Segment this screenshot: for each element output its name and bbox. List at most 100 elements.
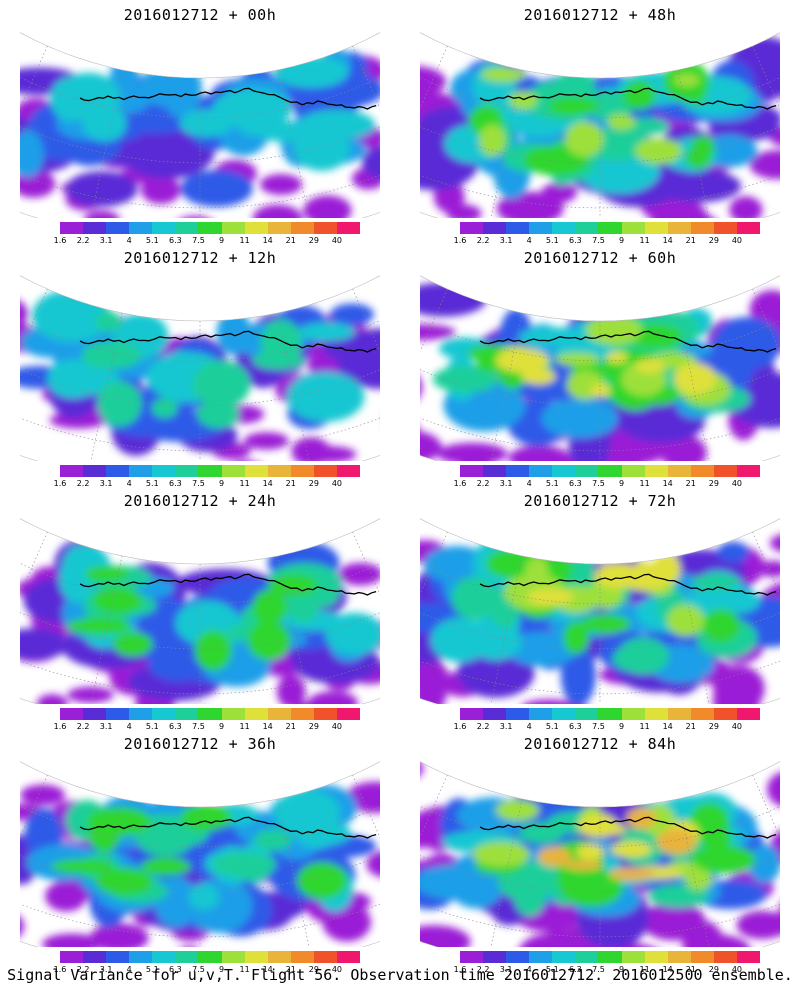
colorbar-tick-label: 9 bbox=[218, 479, 225, 488]
colorbar-tick-label: 3.1 bbox=[99, 965, 113, 974]
colorbar-swatch bbox=[506, 465, 530, 477]
colorbar-tick-label: 5.1 bbox=[145, 236, 159, 245]
field-blob bbox=[325, 612, 380, 655]
colorbar-tick-label: 1.6 bbox=[53, 479, 67, 488]
colorbar-tick-label: 11 bbox=[239, 722, 250, 731]
panel-title: 2016012712 + 72h bbox=[523, 492, 677, 510]
field-blob bbox=[576, 843, 605, 861]
colorbar-tick-label: 14 bbox=[662, 722, 673, 731]
colorbar-tick-label: 9 bbox=[618, 965, 625, 974]
field-blob bbox=[254, 829, 293, 851]
panel-title: 2016012712 + 24h bbox=[123, 492, 277, 510]
colorbar-swatch bbox=[483, 222, 507, 234]
colorbar-swatch bbox=[529, 465, 553, 477]
colorbar-swatch bbox=[621, 465, 645, 477]
forecast-map bbox=[420, 514, 780, 704]
map-panel-12h: 2016012712 + 12h 1.6 2.2 3.1 4 5.1 6.3 7.5 9 11 1… bbox=[10, 243, 390, 488]
field-blob bbox=[594, 562, 643, 589]
colorbar-tick-label: 6.3 bbox=[569, 479, 582, 488]
colorbar-swatch bbox=[690, 708, 714, 720]
colorbar-tick-label: 9 bbox=[218, 722, 225, 731]
coastline bbox=[479, 330, 777, 353]
colorbar-swatch bbox=[106, 465, 130, 477]
colorbar-tick-label: 29 bbox=[708, 722, 719, 731]
colorbar-tick-label: 6.3 bbox=[169, 479, 182, 488]
colorbar bbox=[60, 465, 361, 477]
colorbar-tick-label: 3.1 bbox=[499, 965, 513, 974]
field-blob bbox=[717, 541, 750, 563]
forecast-map bbox=[420, 271, 780, 461]
colorbar-swatch bbox=[175, 951, 199, 963]
field-blob bbox=[518, 822, 565, 844]
field-blob bbox=[95, 867, 153, 896]
map-outline bbox=[20, 32, 380, 218]
field-blob bbox=[93, 813, 126, 836]
colorbar-swatch bbox=[621, 708, 645, 720]
field-blob bbox=[345, 781, 380, 814]
colorbar-swatch bbox=[598, 951, 622, 963]
colorbar-swatch bbox=[244, 951, 268, 963]
field-blob bbox=[286, 371, 365, 422]
colorbar-swatch bbox=[460, 951, 484, 963]
field-blob bbox=[95, 310, 122, 333]
colorbar-tick-label: 6.3 bbox=[169, 965, 182, 974]
colorbar-tick-label: 6.3 bbox=[569, 722, 582, 731]
colorbar-swatch bbox=[575, 951, 599, 963]
colorbar-tick-label: 40 bbox=[731, 236, 743, 245]
forecast-map bbox=[420, 28, 780, 218]
field-blob bbox=[338, 562, 380, 586]
forecast-map bbox=[420, 757, 780, 947]
colorbar-tick-label: 14 bbox=[662, 965, 673, 974]
colorbar-swatch bbox=[267, 222, 291, 234]
field-blob bbox=[586, 90, 634, 121]
colorbar-tick-label: 40 bbox=[331, 722, 343, 731]
field-blob bbox=[297, 109, 376, 141]
colorbar-tick-label: 2.2 bbox=[76, 236, 90, 245]
field-blob bbox=[749, 150, 780, 180]
colorbar-swatch bbox=[736, 708, 761, 720]
field-blob bbox=[548, 97, 599, 116]
field-blob bbox=[606, 351, 628, 364]
colorbar-tick-label: 29 bbox=[308, 479, 319, 488]
colorbar-swatch bbox=[667, 222, 691, 234]
colorbar-tick-label: 4 bbox=[526, 236, 532, 245]
coastline bbox=[479, 816, 777, 839]
panel-title: 2016012712 + 60h bbox=[523, 249, 677, 267]
field-blob bbox=[635, 137, 682, 165]
colorbar-swatch bbox=[667, 951, 691, 963]
colorbar-tick-label: 2.2 bbox=[476, 479, 490, 488]
field-blob bbox=[766, 771, 780, 808]
colorbar-swatch bbox=[336, 951, 361, 963]
coastline bbox=[79, 573, 377, 596]
colorbar-tick-label: 21 bbox=[685, 479, 696, 488]
colorbar-swatch bbox=[336, 708, 361, 720]
field-blob bbox=[509, 91, 538, 110]
colorbar-swatch bbox=[575, 465, 599, 477]
field-blob bbox=[151, 398, 178, 419]
colorbar-tick-label: 7.5 bbox=[592, 236, 605, 245]
field-blob bbox=[259, 174, 303, 195]
map-outline bbox=[420, 761, 780, 947]
field-blob bbox=[212, 89, 293, 128]
colorbar-tick-label: 14 bbox=[262, 236, 273, 245]
field-blob bbox=[139, 66, 197, 108]
colorbar-swatch bbox=[175, 222, 199, 234]
field-blob bbox=[673, 73, 700, 87]
field-blob bbox=[197, 400, 240, 429]
colorbar-tick-label: 2.2 bbox=[476, 236, 490, 245]
graticule bbox=[20, 45, 380, 218]
field-blob bbox=[446, 204, 482, 218]
field-blob bbox=[541, 398, 619, 439]
field-blob bbox=[212, 852, 277, 877]
field-blob bbox=[67, 686, 114, 703]
field-blob bbox=[361, 146, 380, 180]
colorbar-tick-label: 29 bbox=[308, 236, 319, 245]
field-blob bbox=[682, 920, 724, 947]
field-blob bbox=[243, 432, 289, 450]
colorbar-swatch bbox=[221, 951, 245, 963]
colorbar-tick-label: 21 bbox=[285, 722, 296, 731]
colorbar-swatch bbox=[267, 951, 291, 963]
field-blob bbox=[451, 576, 498, 620]
field-blob bbox=[66, 617, 132, 635]
colorbar-swatch bbox=[460, 222, 484, 234]
